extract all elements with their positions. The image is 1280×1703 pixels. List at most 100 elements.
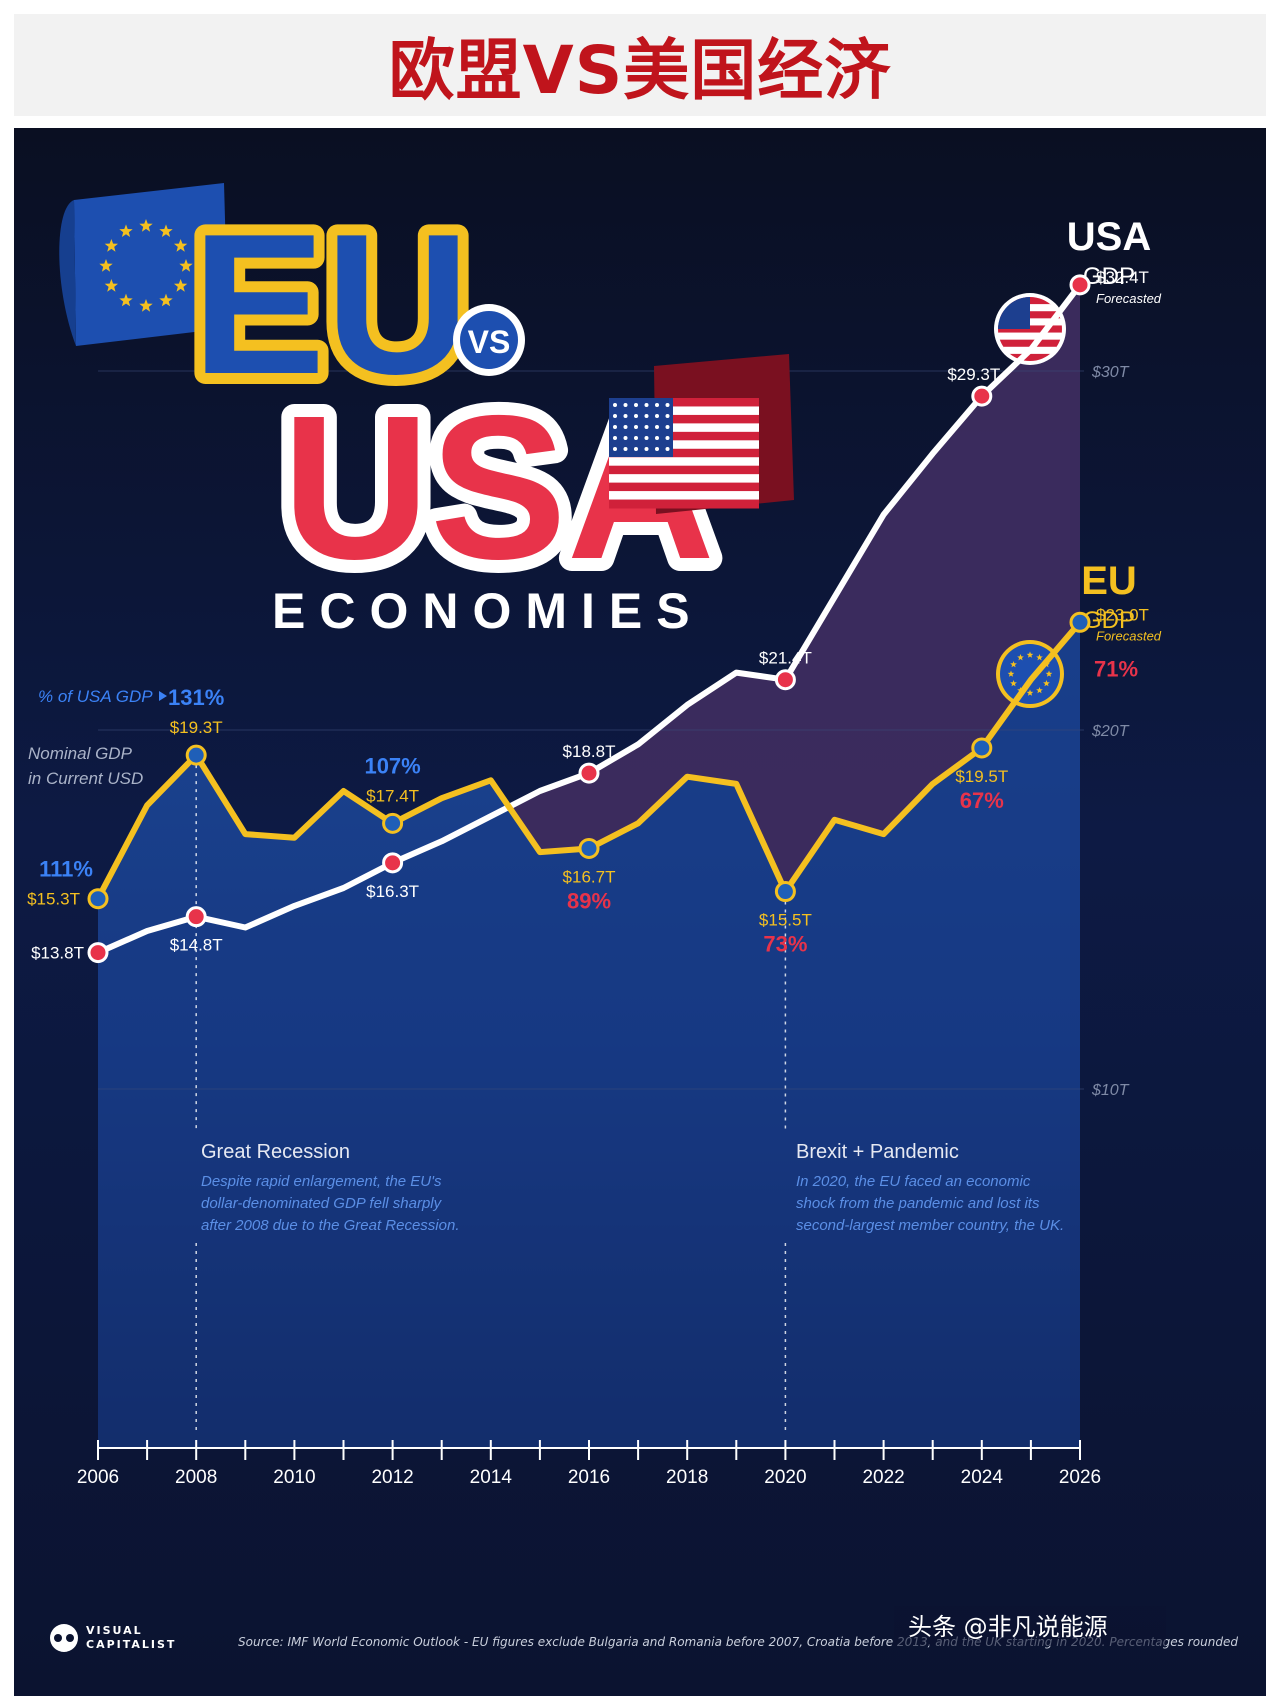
flag-stripe xyxy=(609,491,759,501)
flag-stripe xyxy=(609,474,759,484)
flag-star xyxy=(665,414,670,418)
eu-flag-icon xyxy=(59,183,228,346)
flag-star xyxy=(139,219,153,232)
x-tick-label: 2014 xyxy=(470,1467,513,1488)
usa-point xyxy=(185,906,207,928)
annotation-line: after 2008 due to the Great Recession. xyxy=(201,1217,460,1234)
annotation-great-recession: Great Recession Despite rapid enlargemen… xyxy=(201,1141,460,1234)
annotation-line: In 2020, the EU faced an economic xyxy=(796,1173,1031,1190)
area-layer xyxy=(98,284,1080,1448)
annotation-line: dollar-denominated GDP fell sharply xyxy=(201,1195,443,1212)
flag-star xyxy=(644,403,649,407)
flag-star xyxy=(623,403,628,407)
usa-value-label: $13.8T xyxy=(31,944,84,963)
flag-star xyxy=(99,259,113,272)
pct-label: 89% xyxy=(567,888,611,913)
usa-series-title: USA xyxy=(1067,215,1151,259)
flag-stripe xyxy=(609,440,759,450)
flag-star xyxy=(104,279,118,292)
logo-line-2: CAPITALIST xyxy=(86,1638,176,1651)
flag-star xyxy=(1010,680,1017,687)
flag-stripe xyxy=(609,482,759,492)
flag-star xyxy=(634,403,638,407)
annotation-line: Despite rapid enlargement, the EU's xyxy=(201,1173,442,1190)
flag-stripe xyxy=(609,457,759,467)
x-tick-label: 2024 xyxy=(961,1467,1004,1488)
flag-star xyxy=(1036,687,1043,694)
flag-star xyxy=(634,447,638,451)
flag-star xyxy=(623,436,628,440)
eu-point xyxy=(1069,611,1091,633)
annotation-line: shock from the pandemic and lost its xyxy=(796,1195,1040,1212)
flag-star xyxy=(104,239,118,252)
flag-star xyxy=(655,403,659,407)
eu-value-label: $19.5T xyxy=(955,767,1008,786)
grid-layer: $10T $20T $30T xyxy=(98,364,1130,1433)
gdp-chart: $10T$20T$30T EU EU USA USA VS ECONOMIES … xyxy=(14,128,1266,1696)
eu-value-label: $23.0T xyxy=(1096,605,1149,624)
watermark-bg xyxy=(894,1606,1166,1646)
pct-arrow-icon xyxy=(159,691,167,701)
flag-star xyxy=(655,447,659,451)
markers-layer xyxy=(87,274,1091,964)
flag-stripe xyxy=(609,398,759,407)
x-axis: 2006 2008 2010 2012 2014 2016 2018 2020 2022 2024… xyxy=(77,1440,1101,1488)
eu-point xyxy=(578,837,600,859)
eu-value-label: $17.4T xyxy=(366,786,419,805)
flag-star xyxy=(174,239,188,252)
usa-point xyxy=(971,385,993,407)
footer: VISUAL CAPITALIST Source: IMF World Econ… xyxy=(50,1606,1238,1652)
nominal-label-1: Nominal GDP xyxy=(28,744,133,763)
eu-point xyxy=(971,737,993,759)
flag-star xyxy=(623,414,628,418)
vs-badge xyxy=(460,311,518,369)
flag-star xyxy=(634,425,638,429)
visual-capitalist-logo-icon xyxy=(50,1624,78,1652)
flag-star xyxy=(139,299,153,312)
flag-star xyxy=(665,447,670,451)
x-tick-label: 2016 xyxy=(568,1467,610,1488)
x-tick-label: 2012 xyxy=(371,1467,413,1488)
usa-value-label: $16.3T xyxy=(366,882,419,901)
flag-star xyxy=(159,293,173,307)
flag-star xyxy=(634,436,638,440)
flag-star xyxy=(1026,689,1034,696)
eu-point xyxy=(185,744,207,766)
flag-star xyxy=(613,414,617,418)
eu-point xyxy=(774,881,796,903)
eu-series-sub: GDP xyxy=(1083,607,1135,634)
annotation-title: Great Recession xyxy=(201,1141,350,1163)
x-tick-label: 2022 xyxy=(862,1467,904,1488)
flag-star xyxy=(1007,670,1015,677)
pct-label: 111% xyxy=(39,857,93,882)
usa-circle-flag-icon xyxy=(994,293,1066,365)
flag-stripe xyxy=(998,332,1062,341)
usa-value-label: $29.3T xyxy=(947,365,1000,384)
y-tick-label: $20T xyxy=(1091,723,1130,740)
vs-text: VS xyxy=(468,324,511,360)
top-banner: 欧盟VS美国经济 xyxy=(14,14,1266,116)
logo-line-1: VISUAL xyxy=(86,1624,143,1637)
usa-point xyxy=(578,762,600,784)
flag-star xyxy=(613,425,617,429)
hero-eu-outline: EU xyxy=(192,193,470,416)
pct-label: 67% xyxy=(960,788,1004,813)
x-tick-label: 2006 xyxy=(77,1467,119,1488)
flag-star xyxy=(1017,654,1024,661)
flag-stripe xyxy=(609,414,759,424)
flag-star xyxy=(613,403,617,407)
eu-value-label: $16.7T xyxy=(563,867,616,886)
eu-point xyxy=(87,888,109,910)
flag-stripe xyxy=(609,431,759,441)
y-tick-label: $30T xyxy=(1091,364,1130,381)
pct-label: 71% xyxy=(1094,656,1138,681)
flag-star xyxy=(613,436,617,440)
y-tick-label: $10T xyxy=(1091,1082,1130,1099)
flag-star xyxy=(1010,661,1017,668)
flag-stripe xyxy=(998,325,1062,334)
forecast-label: Forecasted xyxy=(1096,628,1162,643)
usa-point xyxy=(382,852,404,874)
flag-star xyxy=(665,436,670,440)
x-tick-label: 2010 xyxy=(273,1467,315,1488)
infographic: $10T $20T $30T EU EU USA USA VS ECONOMIES … xyxy=(14,128,1266,1696)
